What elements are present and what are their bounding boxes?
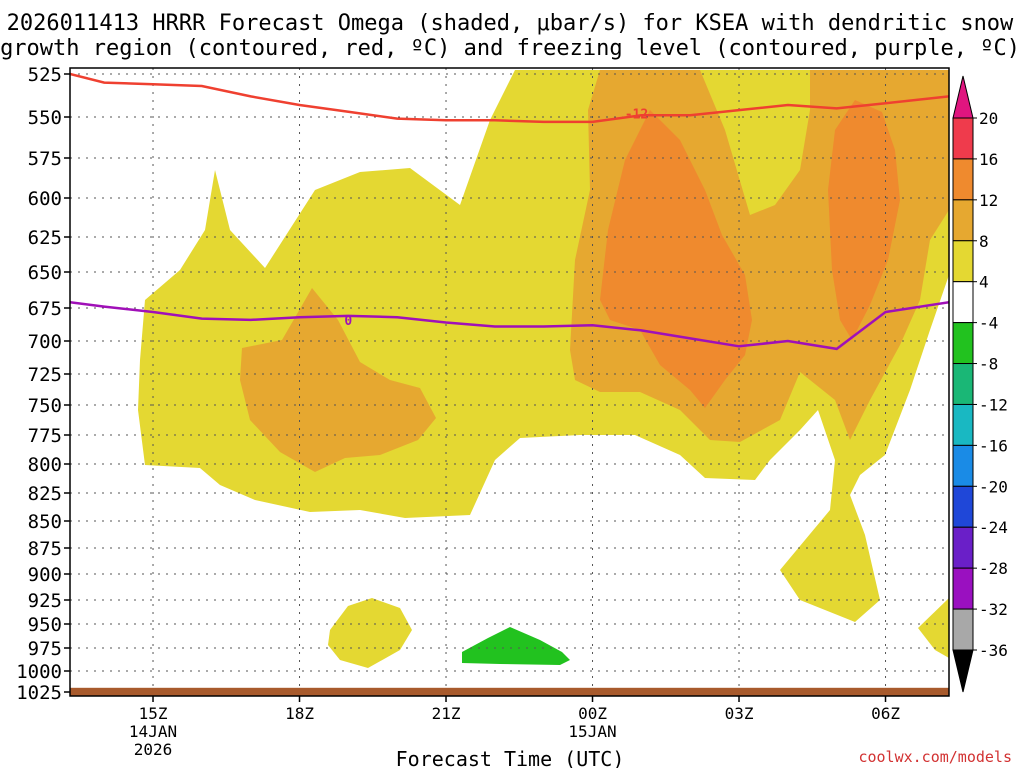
y-tick-label-600: 600 — [28, 188, 62, 210]
colorbar-swatch-11 — [952, 567, 974, 610]
colorbar: 20 16 12 8 4 -4 -8 -12 -16 -20 -24 -28 -32 -36 — [952, 75, 1008, 693]
colorbar-swatch-7 — [952, 403, 974, 446]
chart-title-line1: 2026011413 HRRR Forecast Omega (shaded, … — [7, 11, 1014, 36]
colorbar-swatch-9 — [952, 485, 974, 528]
omega-region-4-8-low — [328, 598, 412, 668]
colorbar-swatch-4 — [952, 281, 974, 324]
x-tick-label-18Z: 18Z — [285, 704, 314, 723]
colorbar-swatch-1 — [952, 158, 974, 201]
y-tick-label-525: 525 — [28, 64, 62, 86]
plot-border — [69, 67, 950, 697]
colorbar-label-4: 4 — [979, 273, 989, 292]
y-tick-label-675: 675 — [28, 298, 62, 320]
y-tick-label-975: 975 — [28, 638, 62, 660]
watermark: coolwx.com/models — [858, 748, 1012, 766]
colorbar-swatch-5 — [952, 322, 974, 365]
contour-label-freezing: 0 — [344, 314, 352, 329]
x-tick-year-15Z: 2026 — [134, 740, 173, 759]
colorbar-swatch-6 — [952, 363, 974, 405]
colorbar-label--36: -36 — [979, 641, 1008, 660]
x-tick-label-06Z: 06Z — [871, 704, 900, 723]
ground-surface — [70, 687, 949, 696]
y-tick-label-625: 625 — [28, 227, 62, 249]
gridlines — [70, 68, 949, 696]
omega-shading — [138, 70, 949, 668]
colorbar-label--16: -16 — [979, 436, 1008, 455]
y-tick-label-800: 800 — [28, 454, 62, 476]
y-tick-label-750: 750 — [28, 395, 62, 417]
colorbar-label--28: -28 — [979, 559, 1008, 578]
omega-region-12-16-center — [600, 110, 752, 408]
y-tick-label-725: 725 — [28, 364, 62, 386]
y-tick-label-875: 875 — [28, 538, 62, 560]
x-tick-label-00Z: 00Z — [578, 704, 607, 723]
y-tick-label-850: 850 — [28, 511, 62, 533]
y-tick-label-1000: 1000 — [16, 661, 62, 683]
y-tick-label-775: 775 — [28, 425, 62, 447]
colorbar-label--32: -32 — [979, 600, 1008, 619]
y-tick-label-950: 950 — [28, 614, 62, 636]
colorbar-label-12: 12 — [979, 191, 998, 210]
x-tick-label-15Z: 15Z — [139, 704, 168, 723]
x-tick-label-21Z: 21Z — [432, 704, 461, 723]
y-tick-label-700: 700 — [28, 331, 62, 353]
chart-title-line2: growth region (contoured, red, ºC) and f… — [0, 36, 1020, 61]
y-tick-label-650: 650 — [28, 262, 62, 284]
y-tick-label-925: 925 — [28, 590, 62, 612]
y-tick-label-900: 900 — [28, 564, 62, 586]
omega-region-12-16-right — [828, 100, 900, 340]
colorbar-swatch-3 — [952, 240, 974, 283]
colorbar-label-8: 8 — [979, 232, 989, 251]
colorbar-swatch-2 — [952, 199, 974, 242]
colorbar-bottom-arrow — [952, 649, 974, 693]
omega-region-4-8-right — [918, 598, 949, 658]
y-axis: 525 550 575 600 625 650 675 700 725 750 775 800 825 8… — [16, 64, 70, 704]
colorbar-swatch-10 — [952, 526, 974, 569]
contour-line-dendritic-minus12 — [70, 72, 949, 124]
colorbar-swatch-8 — [952, 444, 974, 487]
contour-label-dendritic: -12 — [625, 108, 648, 123]
colorbar-swatch-12 — [952, 608, 974, 651]
colorbar-label--20: -20 — [979, 477, 1008, 496]
y-tick-label-550: 550 — [28, 107, 62, 129]
x-axis-title: Forecast Time (UTC) — [396, 747, 625, 768]
colorbar-label-16: 16 — [979, 150, 998, 169]
colorbar-top-arrow — [952, 75, 974, 119]
x-tick-date-00Z: 15JAN — [568, 722, 616, 741]
omega-region-8-12-left — [240, 288, 436, 472]
colorbar-label--24: -24 — [979, 518, 1008, 537]
colorbar-label-20: 20 — [979, 109, 998, 128]
x-tick-label-03Z: 03Z — [725, 704, 754, 723]
y-tick-label-825: 825 — [28, 483, 62, 505]
y-tick-label-575: 575 — [28, 148, 62, 170]
colorbar-label--4: -4 — [979, 314, 998, 333]
x-tick-date-15Z: 14JAN — [129, 722, 177, 741]
y-tick-label-1025: 1025 — [16, 682, 62, 704]
contour-line-freezing-level-0 — [70, 300, 949, 351]
omega-region-neg4-neg8 — [462, 627, 570, 665]
colorbar-label--12: -12 — [979, 395, 1008, 414]
colorbar-label--8: -8 — [979, 355, 998, 374]
colorbar-swatch-0 — [952, 117, 974, 160]
